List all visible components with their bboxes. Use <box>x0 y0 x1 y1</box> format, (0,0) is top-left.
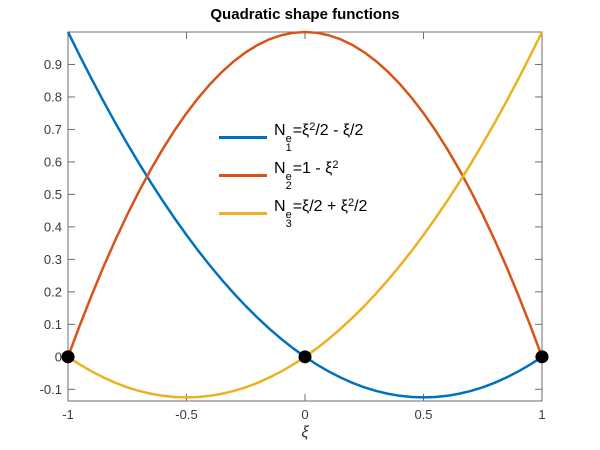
legend-line-swatch <box>219 173 267 177</box>
y-tick-label: 0.4 <box>44 219 62 234</box>
x-tick-label: 0.5 <box>414 407 432 422</box>
legend-line-swatch <box>219 211 267 215</box>
x-tick-label: 0 <box>301 407 308 422</box>
node-marker <box>298 350 312 364</box>
y-tick-label: 0 <box>55 349 62 364</box>
x-tick-label: 1 <box>538 407 545 422</box>
y-tick-label: 0.2 <box>44 284 62 299</box>
y-tick-label: 0.1 <box>44 317 62 332</box>
x-tick-label: -1 <box>62 407 74 422</box>
y-tick-label: 0.6 <box>44 154 62 169</box>
y-tick-label: 0.9 <box>44 57 62 72</box>
node-marker <box>61 350 75 364</box>
y-tick-label: 0.7 <box>44 122 62 137</box>
legend-line-swatch <box>219 135 267 139</box>
x-axis-label: ξ <box>301 424 309 441</box>
node-marker <box>535 350 549 364</box>
x-tick-label: -0.5 <box>175 407 197 422</box>
plot-title: Quadratic shape functions <box>210 6 400 23</box>
y-tick-label: 0.5 <box>44 187 62 202</box>
y-tick-label: 0.8 <box>44 89 62 104</box>
y-tick-label: 0.3 <box>44 252 62 267</box>
y-tick-label: -0.1 <box>40 382 62 397</box>
